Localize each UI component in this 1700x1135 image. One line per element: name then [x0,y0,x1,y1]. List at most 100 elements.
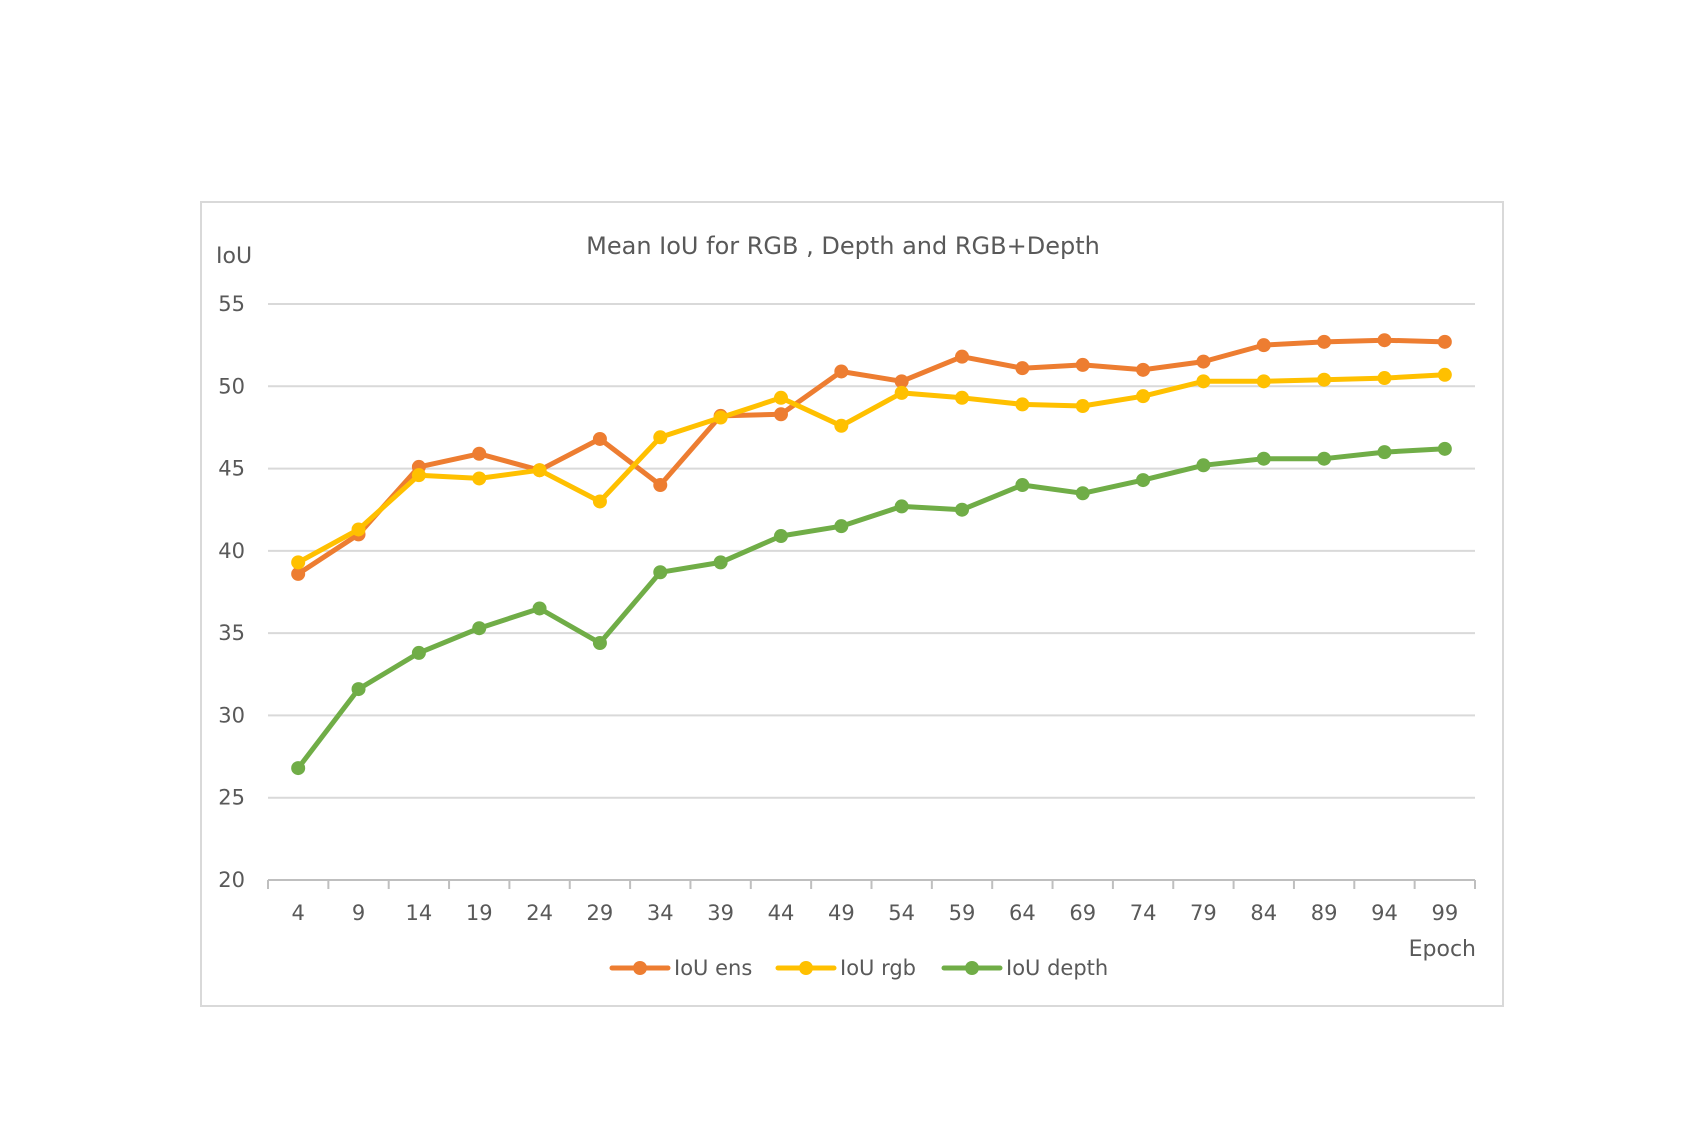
legend-swatch-marker [799,961,813,975]
data-point [1256,338,1271,353]
data-point [834,364,849,379]
chart-title: Mean IoU for RGB , Depth and RGB+Depth [586,232,1100,260]
data-point [894,385,909,400]
data-point [1075,486,1090,501]
data-point [1136,362,1151,377]
data-point [653,478,668,493]
data-point [773,407,788,422]
x-tick-label: 94 [1371,901,1398,925]
x-tick-label: 44 [768,901,795,925]
data-point [834,418,849,433]
data-point [713,410,728,425]
series-iou-rgb [291,367,1452,570]
data-point [955,349,970,364]
legend: IoU ens IoU rgb IoU depth [609,956,1108,980]
x-tick-label: 54 [888,901,915,925]
data-point [351,522,366,537]
data-point [592,431,607,446]
x-tick-label: 89 [1311,901,1338,925]
y-tick-label: 20 [218,868,245,892]
data-point [1437,367,1452,382]
series-line [295,446,1448,771]
data-point [532,463,547,478]
x-tick-label: 19 [466,901,493,925]
data-point [653,430,668,445]
x-tick-label: 4 [291,901,304,925]
gridlines [268,303,1475,799]
x-tick-label: 39 [707,901,734,925]
series-lines [291,333,1452,776]
x-tick-label: 69 [1069,901,1096,925]
data-point [653,565,668,580]
x-axis-tick-labels: 4 9 14 19 24 29 34 39 44 49 54 59 64 69 74 79 84 89 94 99 [291,901,1458,925]
x-tick-label: 49 [828,901,855,925]
data-point [1377,445,1392,460]
data-point [1437,334,1452,349]
data-point [1377,333,1392,348]
data-point [1075,399,1090,414]
data-point [472,621,487,636]
series-line [295,372,1448,565]
x-tick-label: 14 [406,901,433,925]
data-point [894,499,909,514]
x-tick-label: 74 [1130,901,1157,925]
x-tick-label: 79 [1190,901,1217,925]
y-tick-label: 50 [218,374,245,398]
data-point [1196,458,1211,473]
data-point [411,468,426,483]
data-point [1196,374,1211,389]
series-line [295,337,1448,577]
data-point [1256,374,1271,389]
data-point [351,682,366,697]
legend-label: IoU ens [674,956,752,980]
x-axis [267,879,1476,889]
series-iou-depth [291,441,1452,776]
x-axis-title: Epoch [1409,937,1476,962]
data-point [1015,361,1030,376]
data-point [592,636,607,651]
legend-swatch-marker [633,961,647,975]
y-tick-label: 40 [218,539,245,563]
x-tick-label: 34 [647,901,674,925]
legend-label: IoU rgb [840,956,916,980]
x-tick-label: 84 [1250,901,1277,925]
data-point [1075,357,1090,372]
x-tick-label: 29 [587,901,614,925]
x-tick-label: 24 [526,901,553,925]
data-point [472,446,487,461]
legend-item: IoU ens [609,956,752,980]
data-point [834,519,849,534]
y-tick-label: 55 [218,292,245,316]
y-tick-label: 35 [218,621,245,645]
data-point [472,471,487,486]
y-axis-title: IoU [216,244,252,269]
data-point [1317,334,1332,349]
legend-label: IoU depth [1006,956,1108,980]
data-point [1196,354,1211,369]
data-point [1136,389,1151,404]
data-point [291,566,306,581]
data-point [1437,441,1452,456]
x-tick-label: 99 [1431,901,1458,925]
data-point [773,390,788,405]
data-point [1377,371,1392,386]
legend-item: IoU rgb [775,956,916,980]
data-point [713,555,728,570]
x-tick-label: 59 [949,901,976,925]
y-axis-tick-labels: 20 25 30 35 40 45 50 55 [218,292,245,892]
data-point [894,374,909,389]
y-tick-label: 45 [218,457,245,481]
data-point [1015,478,1030,493]
data-point [955,502,970,517]
data-point [1317,372,1332,387]
x-tick-label: 9 [352,901,365,925]
data-point [291,761,306,776]
data-point [411,645,426,660]
data-point [532,601,547,616]
x-tick-label: 64 [1009,901,1036,925]
data-point [1256,451,1271,466]
data-point [1136,473,1151,488]
data-point [592,494,607,509]
data-point [291,555,306,570]
data-point [1317,451,1332,466]
